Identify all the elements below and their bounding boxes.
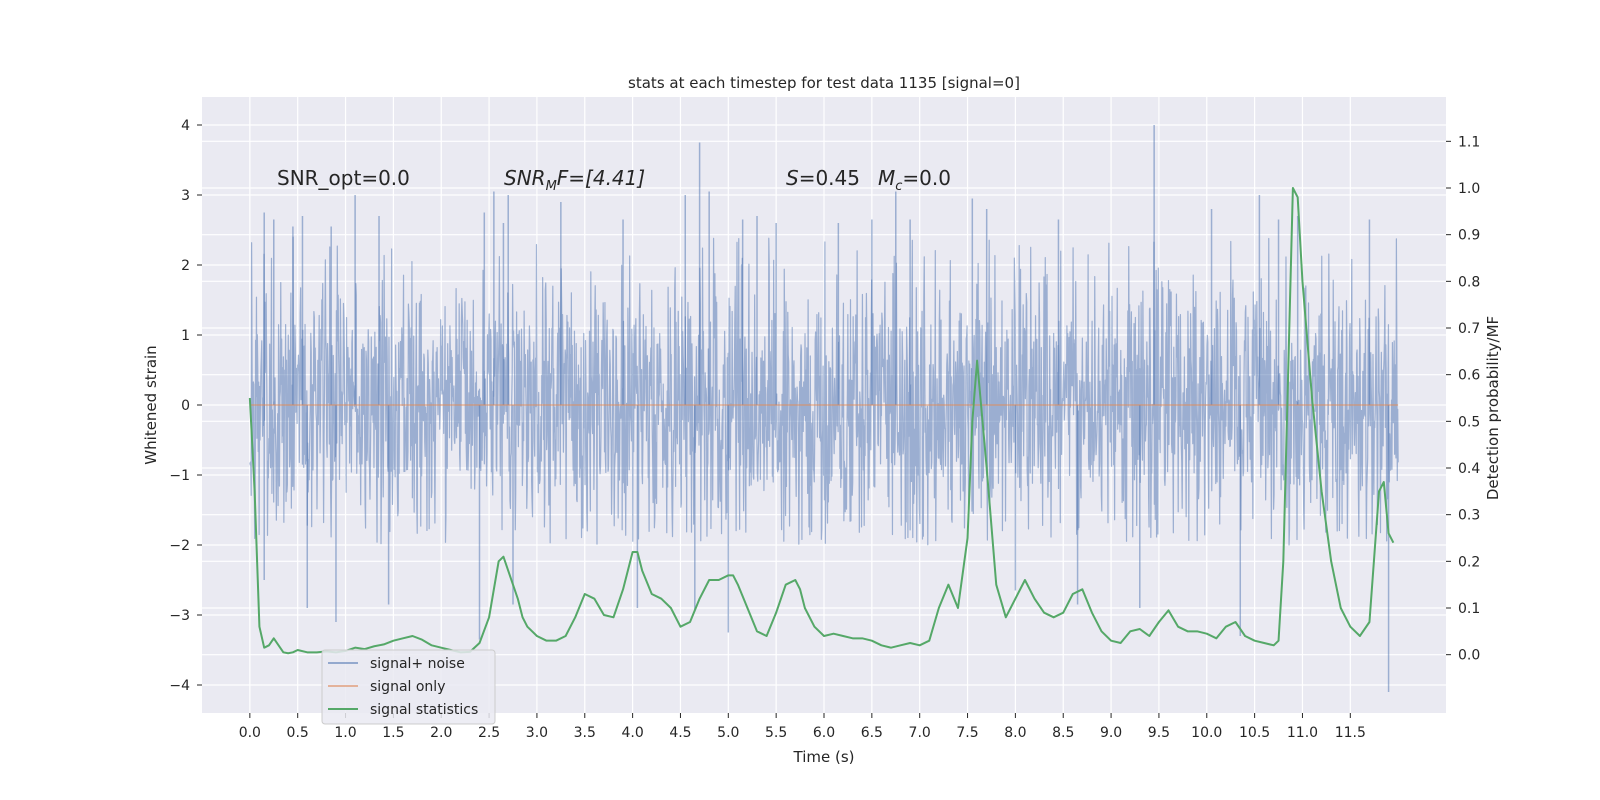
signal-noise-line xyxy=(249,236,1399,546)
legend-box xyxy=(321,649,496,725)
x-tick-label: 9.0 xyxy=(1100,725,1122,741)
y2-axis-label: Detection probability/MF xyxy=(1484,316,1502,500)
y-tick-label: 1 xyxy=(181,328,190,344)
annotation-snr-opt: SNR_opt=0.0 xyxy=(277,166,410,190)
annotation-snr-subscript: M xyxy=(546,179,557,194)
y2-tick-label: 0.7 xyxy=(1458,321,1480,337)
y-tick-label: 4 xyxy=(181,118,190,134)
x-tick-label: 10.5 xyxy=(1239,725,1270,741)
legend-label-signal-statistics: signal statistics xyxy=(370,702,478,718)
y2-tick-label: 0.8 xyxy=(1458,274,1480,290)
y2-tick-label: 0.6 xyxy=(1458,368,1480,384)
y-tick-label: −3 xyxy=(169,608,190,624)
x-tick-label: 11.5 xyxy=(1335,725,1366,741)
y-axis-label: Whitened strain xyxy=(142,345,160,464)
x-tick-label: 9.5 xyxy=(1148,725,1170,741)
x-tick-label: 7.5 xyxy=(956,725,978,741)
x-tick-label: 3.5 xyxy=(574,725,596,741)
y-tick-label: −1 xyxy=(169,468,190,484)
y2-tick-label: 0.4 xyxy=(1458,461,1480,477)
x-tick-label: 0.0 xyxy=(239,725,261,741)
y-axis-ticks: −4 −3 −2 −1 0 1 2 3 4 xyxy=(169,118,202,694)
x-tick-label: 1.5 xyxy=(382,725,404,741)
x-tick-label: 8.5 xyxy=(1052,725,1074,741)
annotation-mc-subscript: c xyxy=(895,179,902,194)
annotation-snr-mf: SNRMF=[4.41] xyxy=(504,166,645,194)
y-tick-label: −4 xyxy=(169,678,190,694)
x-tick-label: 11.0 xyxy=(1287,725,1318,741)
series-signal-noise xyxy=(249,125,1399,692)
y2-tick-label: 0.2 xyxy=(1458,554,1480,570)
x-tick-label: 7.0 xyxy=(909,725,931,741)
y2-tick-label: 1.1 xyxy=(1458,134,1480,150)
x-tick-label: 3.0 xyxy=(526,725,548,741)
y2-tick-label: 0.3 xyxy=(1458,508,1480,524)
x-tick-label: 2.5 xyxy=(478,725,500,741)
x-tick-label: 0.5 xyxy=(287,725,309,741)
annotation-snr-value: F=[4.41] xyxy=(557,166,645,190)
series-signal-statistics xyxy=(248,187,1395,655)
x-tick-label: 1.0 xyxy=(334,725,356,741)
y-tick-label: 3 xyxy=(181,188,190,204)
legend: signal+ noise signal only signal statist… xyxy=(321,649,496,725)
annotation-mc-value: =0.0 xyxy=(902,166,951,190)
chart-title: stats at each timestep for test data 113… xyxy=(628,74,1020,92)
y2-tick-label: 0.5 xyxy=(1458,414,1480,430)
x-tick-label: 4.0 xyxy=(621,725,643,741)
x-axis-label: Time (s) xyxy=(793,748,855,766)
annotation-s-mc: S=0.45 Mc=0.0 xyxy=(786,166,951,194)
annotation-s-symbol: S xyxy=(786,166,799,190)
y-tick-label: 2 xyxy=(181,258,190,274)
y2-tick-label: 0.0 xyxy=(1458,648,1480,664)
y2-tick-label: 1.0 xyxy=(1458,181,1480,197)
x-tick-label: 8.0 xyxy=(1004,725,1026,741)
x-tick-label: 2.0 xyxy=(430,725,452,741)
legend-label-signal-only: signal only xyxy=(370,679,445,695)
annotation-snr-symbol: SNR xyxy=(504,166,546,190)
signal-statistics-line xyxy=(248,187,1395,655)
y2-tick-label: 0.9 xyxy=(1458,228,1480,244)
x-tick-label: 5.0 xyxy=(717,725,739,741)
x-tick-label: 4.5 xyxy=(669,725,691,741)
y2-axis-ticks: 0.0 0.1 0.2 0.3 0.4 0.5 0.6 0.7 0.8 0.9 1.0 1.1 xyxy=(1446,134,1480,664)
y-tick-label: 0 xyxy=(181,398,190,414)
legend-label-signal-noise: signal+ noise xyxy=(370,656,465,672)
y2-tick-label: 0.1 xyxy=(1458,601,1480,617)
annotation-s-value: =0.45 xyxy=(799,166,860,190)
x-tick-label: 10.0 xyxy=(1191,725,1222,741)
y-tick-label: −2 xyxy=(169,538,190,554)
x-tick-label: 5.5 xyxy=(765,725,787,741)
x-tick-label: 6.0 xyxy=(813,725,835,741)
annotation-mc-symbol: M xyxy=(878,166,895,190)
x-axis-ticks: 0.0 0.5 1.0 1.5 2.0 2.5 3.0 3.5 4.0 4.5 5.0 5.5 6.0 6… xyxy=(239,713,1366,741)
x-tick-label: 6.5 xyxy=(861,725,883,741)
